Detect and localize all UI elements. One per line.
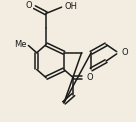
Text: Me: Me [14,40,27,49]
Text: O: O [86,73,93,82]
Text: OH: OH [64,2,77,11]
Text: O: O [25,0,32,10]
Text: O: O [122,48,128,57]
